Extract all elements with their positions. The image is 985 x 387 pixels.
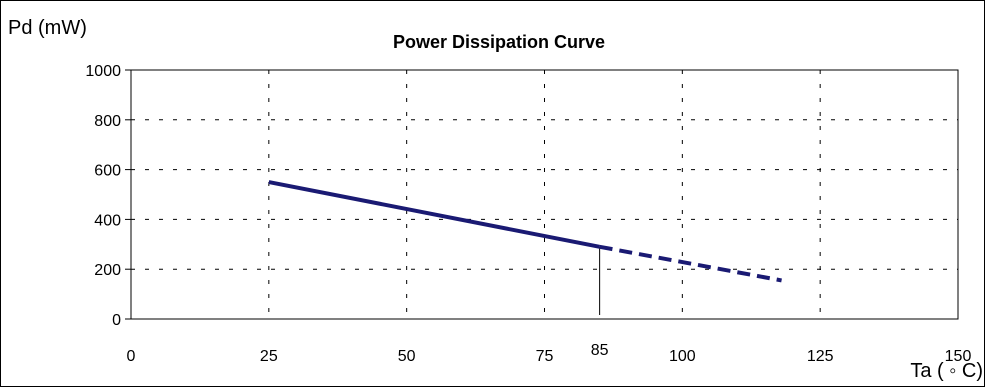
plot-area	[130, 69, 959, 320]
x-axis-label: Ta ( ◦ C)	[910, 360, 983, 382]
x-tick-label: 125	[807, 348, 834, 365]
derating-dashed-line	[599, 244, 782, 283]
x-tick-label: 25	[260, 348, 278, 365]
y-tick-label: 400	[94, 212, 121, 229]
y-tick-label: 200	[94, 262, 121, 279]
y-axis-label: Pd (mW)	[8, 17, 87, 39]
x-tick-label: 100	[669, 348, 696, 365]
y-tick-label: 1000	[85, 63, 121, 80]
x-tick-label: 85	[591, 342, 609, 359]
x-tick-label: 75	[536, 348, 554, 365]
y-tick-label: 0	[112, 312, 121, 329]
y-tick-label: 600	[94, 163, 121, 180]
x-tick-label: 0	[127, 348, 136, 365]
x-tick-label: 150	[945, 348, 972, 365]
x-tick-label: 50	[398, 348, 416, 365]
chart-title: Power Dissipation Curve	[393, 32, 605, 52]
y-tick-label: 800	[94, 113, 121, 130]
power-dissipation-line	[268, 180, 601, 249]
